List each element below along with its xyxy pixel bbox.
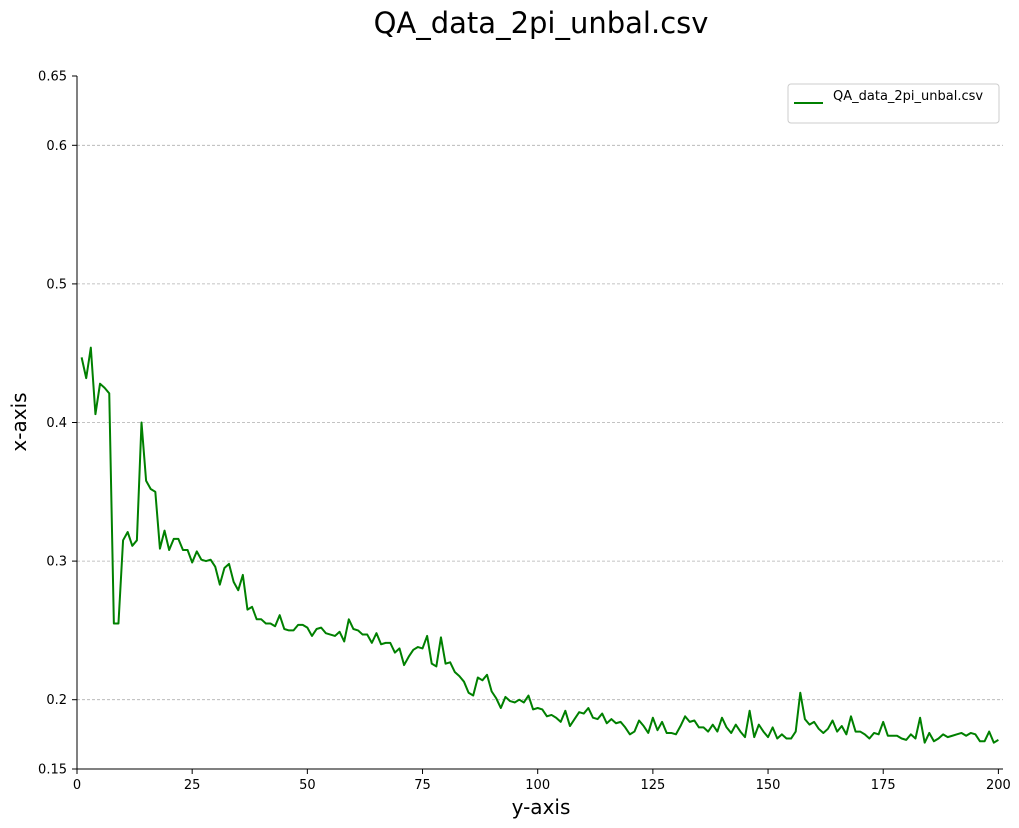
y-ticks: 0.15 0.2 0.3 0.4 0.5 0.6 0.65: [38, 70, 77, 778]
chart-title: QA_data_2pi_unbal.csv: [374, 6, 709, 40]
legend: QA_data_2pi_unbal.csv: [787, 83, 1000, 124]
y-tick-label: 0.3: [46, 555, 67, 570]
legend-label: QA_data_2pi_unbal.csv: [833, 89, 983, 104]
x-tick-label: 150: [756, 778, 781, 793]
y-axis-label: x-axis: [7, 392, 31, 451]
y-tick-label: 0.15: [38, 763, 67, 778]
y-tick-label: 0.4: [46, 416, 67, 431]
x-axis-label: y-axis: [512, 795, 571, 819]
x-tick-label: 75: [414, 778, 431, 793]
y-tick-label: 0.65: [38, 70, 67, 85]
x-tick-label: 50: [299, 778, 316, 793]
series-line: [80, 346, 999, 744]
x-tick-label: 100: [525, 778, 550, 793]
y-tick-label: 0.5: [46, 277, 67, 292]
x-tick-label: 0: [73, 778, 81, 793]
x-tick-label: 175: [871, 778, 896, 793]
gridlines: [77, 144, 1003, 701]
x-tick-label: 125: [640, 778, 665, 793]
x-tick-label: 25: [184, 778, 201, 793]
legend-box: [787, 83, 1000, 124]
x-tick-label: 200: [986, 778, 1011, 793]
series-group: [80, 346, 999, 744]
y-tick-label: 0.6: [46, 139, 67, 154]
x-ticks: 0 25 50 75 100 125 150 175 200: [73, 769, 1011, 793]
y-tick-label: 0.2: [46, 693, 67, 708]
